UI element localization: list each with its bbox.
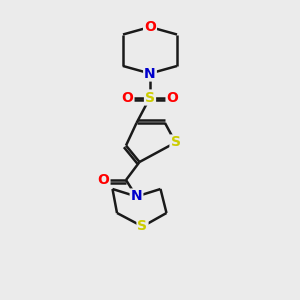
Text: S: S: [137, 220, 148, 233]
Text: S: S: [145, 91, 155, 104]
Text: S: S: [170, 136, 181, 149]
Text: N: N: [131, 190, 142, 203]
Text: O: O: [98, 173, 110, 187]
Text: O: O: [122, 91, 134, 104]
Text: O: O: [167, 91, 178, 104]
Text: O: O: [144, 20, 156, 34]
Text: N: N: [144, 67, 156, 80]
